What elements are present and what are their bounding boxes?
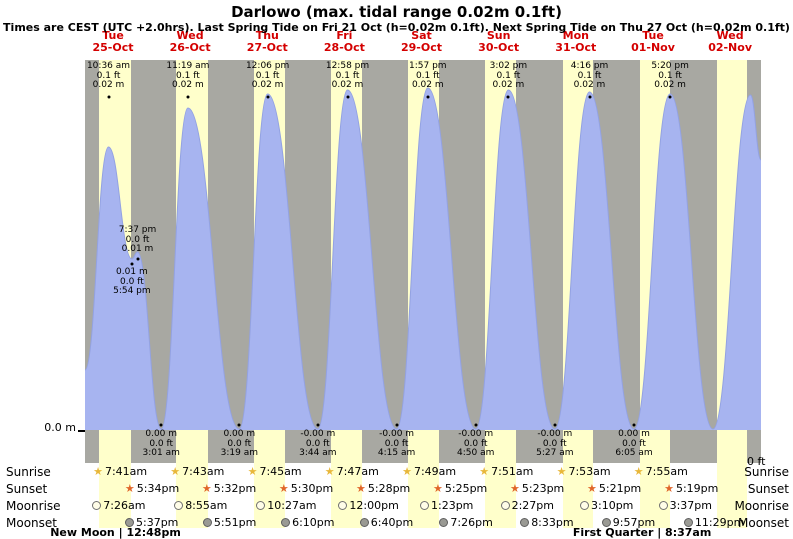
moonrise-row-label-left: Moonrise: [6, 499, 61, 513]
day-date: 01-Nov: [631, 41, 675, 54]
moon-phase-note-1: First Quarter | 8:37am: [572, 526, 712, 539]
page-title: Darlowo (max. tidal range 0.02m 0.1ft): [231, 3, 562, 21]
day-date: 27-Oct: [246, 41, 288, 54]
daylight-band: [485, 60, 516, 528]
day-date: 30-Oct: [478, 41, 520, 54]
bands-layer: [0, 60, 793, 528]
day-date: 28-Oct: [323, 41, 365, 54]
sunset-row-label-right: Sunset: [747, 482, 789, 496]
daylight-band: [639, 60, 670, 528]
daylight-band: [408, 60, 439, 528]
moonset-row-label-right: Moonset: [738, 516, 789, 530]
daylight-band: [717, 60, 748, 528]
day-date: 25-Oct: [92, 41, 134, 54]
sunrise-row-label-left: Sunrise: [6, 465, 51, 479]
y-axis-zero-tick: [78, 430, 85, 432]
moonset-row-label-left: Moonset: [6, 516, 57, 530]
y-axis-left-label: 0.0 m: [44, 421, 76, 434]
chart-subtitle: Times are CEST (UTC +2.0hrs). Last Sprin…: [3, 21, 790, 34]
day-date: 02-Nov: [708, 41, 752, 54]
daylight-band: [253, 60, 285, 528]
daylight-band: [99, 60, 131, 528]
moon-phase-note-0: New Moon | 12:48pm: [50, 526, 181, 539]
sunrise-row-label-right: Sunrise: [744, 465, 789, 479]
day-date: 31-Oct: [555, 41, 597, 54]
y-axis-right-label: 0 ft: [747, 455, 766, 468]
daylight-band: [330, 60, 362, 528]
day-date: 29-Oct: [400, 41, 443, 54]
moonrise-row-label-right: Moonrise: [734, 499, 789, 513]
daylight-band: [562, 60, 593, 528]
sunset-row-label-left: Sunset: [6, 482, 48, 496]
day-date: 26-Oct: [169, 41, 211, 54]
daylight-band: [176, 60, 208, 528]
